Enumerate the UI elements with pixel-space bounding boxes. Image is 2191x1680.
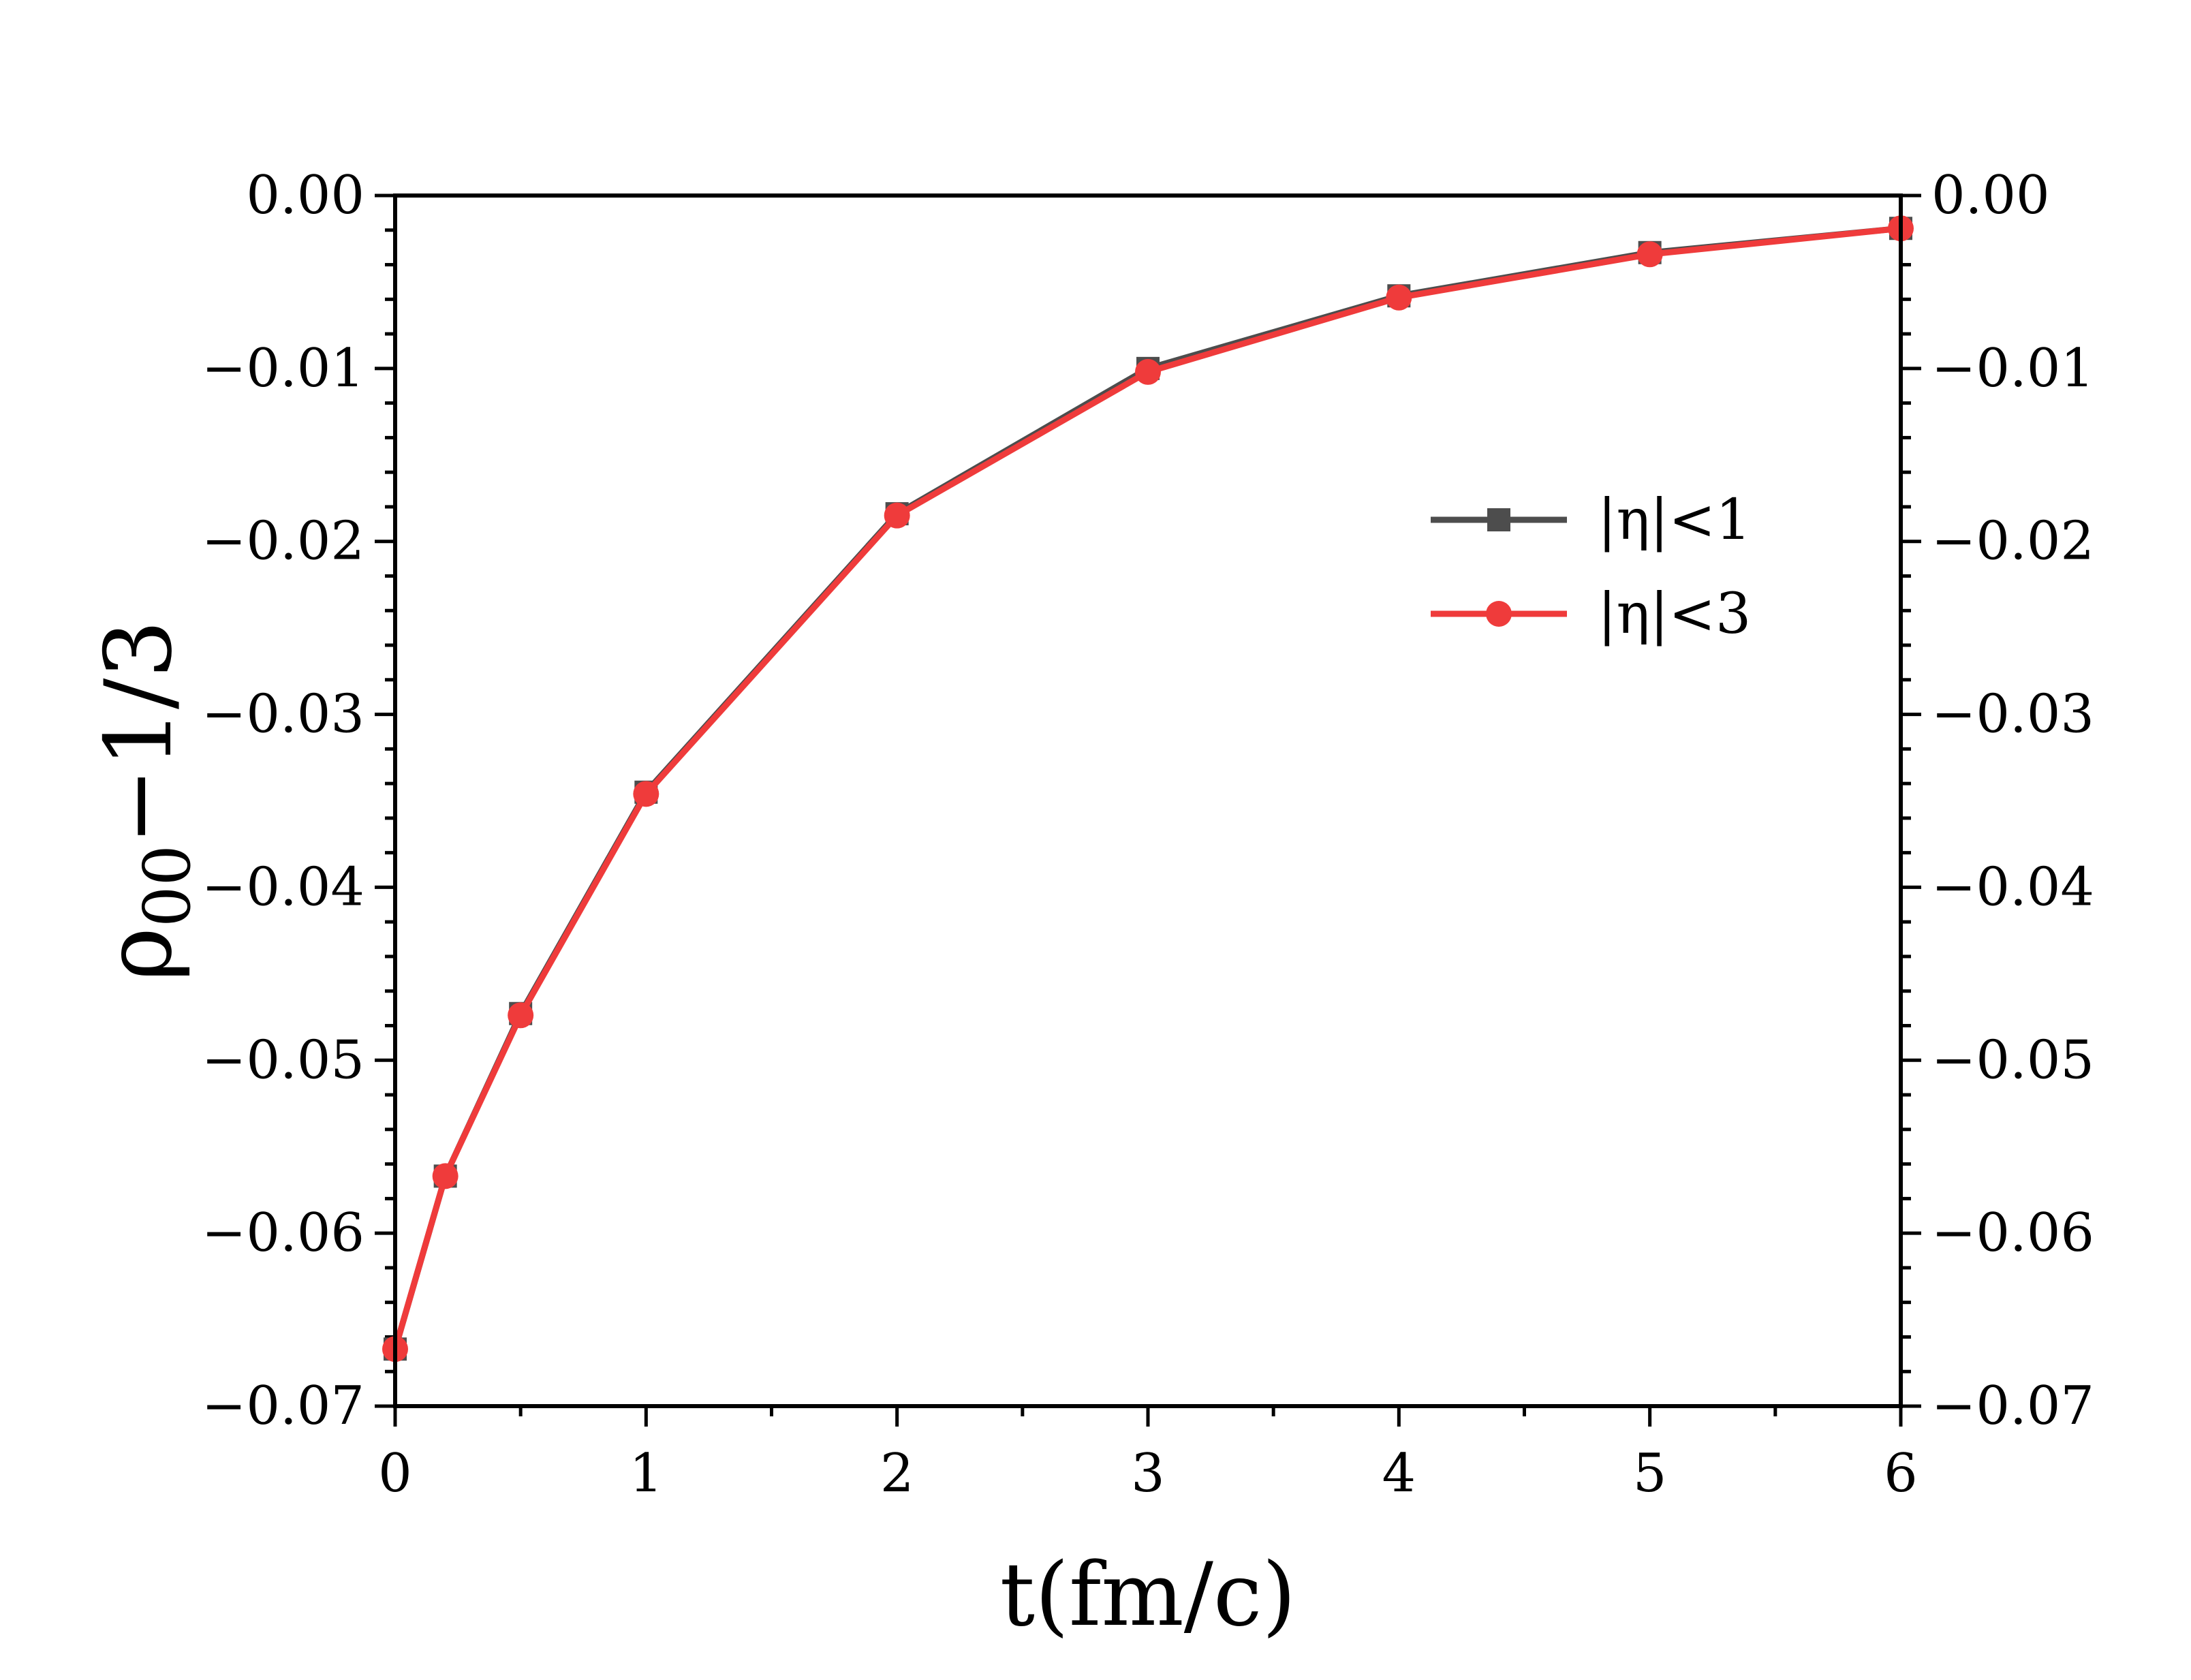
y-tick-label-left: −0.04 <box>202 856 364 918</box>
series-1-point <box>1135 358 1161 385</box>
x-tick-label: 6 <box>1884 1443 1918 1504</box>
legend-label-1: |η|<3 <box>1598 582 1751 647</box>
x-tick-label: 0 <box>378 1443 412 1504</box>
series-1-point <box>633 781 659 807</box>
x-tick-label: 3 <box>1131 1443 1165 1504</box>
y-tick-label-right: −0.04 <box>1931 856 2094 918</box>
plot-frame <box>393 193 1903 1408</box>
y-tick-label-right: −0.02 <box>1931 511 2094 572</box>
y-tick-label-left: −0.05 <box>202 1029 364 1091</box>
y-axis-title-rest: −1/3 <box>85 620 192 845</box>
series-line-1 <box>392 225 1901 1350</box>
y-tick-label-left: 0.00 <box>246 165 364 226</box>
y-tick-label-left: −0.07 <box>202 1375 364 1437</box>
legend-label-0: |η|<1 <box>1598 488 1751 553</box>
y-tick-label-right: −0.01 <box>1931 338 2094 399</box>
y-tick-label-left: −0.01 <box>202 338 364 399</box>
y-tick-label-left: −0.03 <box>202 684 364 745</box>
y-axis-title-base: ρ <box>85 927 192 981</box>
y-tick-label-left: −0.06 <box>202 1202 364 1264</box>
y-tick-label-right: −0.03 <box>1931 684 2094 745</box>
x-tick-label: 4 <box>1382 1443 1416 1504</box>
y-axis-title-sub: 00 <box>130 845 205 927</box>
y-tick-label-right: −0.06 <box>1931 1202 2094 1264</box>
legend-marker-0 <box>1487 508 1510 531</box>
series-1-point <box>508 1002 534 1029</box>
y-tick-label-right: −0.05 <box>1931 1029 2094 1091</box>
labels-layer: t(fm/c) ρ00−1/3 0 1 2 3 4 5 6 0.00 0.00 −0.01 −0.0… <box>85 165 2094 1646</box>
x-tick-label: 1 <box>630 1443 664 1504</box>
x-tick-label: 2 <box>880 1443 914 1504</box>
series-line-0 <box>392 225 1901 1350</box>
series-layer <box>382 215 1914 1363</box>
y-tick-label-left: −0.02 <box>202 511 364 572</box>
y-tick-label-right: −0.07 <box>1931 1375 2094 1437</box>
x-tick-label: 5 <box>1633 1443 1667 1504</box>
y-tick-label-right: 0.00 <box>1931 165 2050 226</box>
y-axis-title: ρ00−1/3 <box>85 620 205 982</box>
legend: |η|<1 |η|<3 <box>1431 488 1751 647</box>
series-1-point <box>432 1163 459 1189</box>
series-1-point <box>884 502 910 529</box>
x-axis-title: t(fm/c) <box>1000 1544 1296 1646</box>
series-1-point <box>1386 284 1412 311</box>
legend-marker-1 <box>1486 601 1512 627</box>
series-1-point <box>1636 241 1663 268</box>
